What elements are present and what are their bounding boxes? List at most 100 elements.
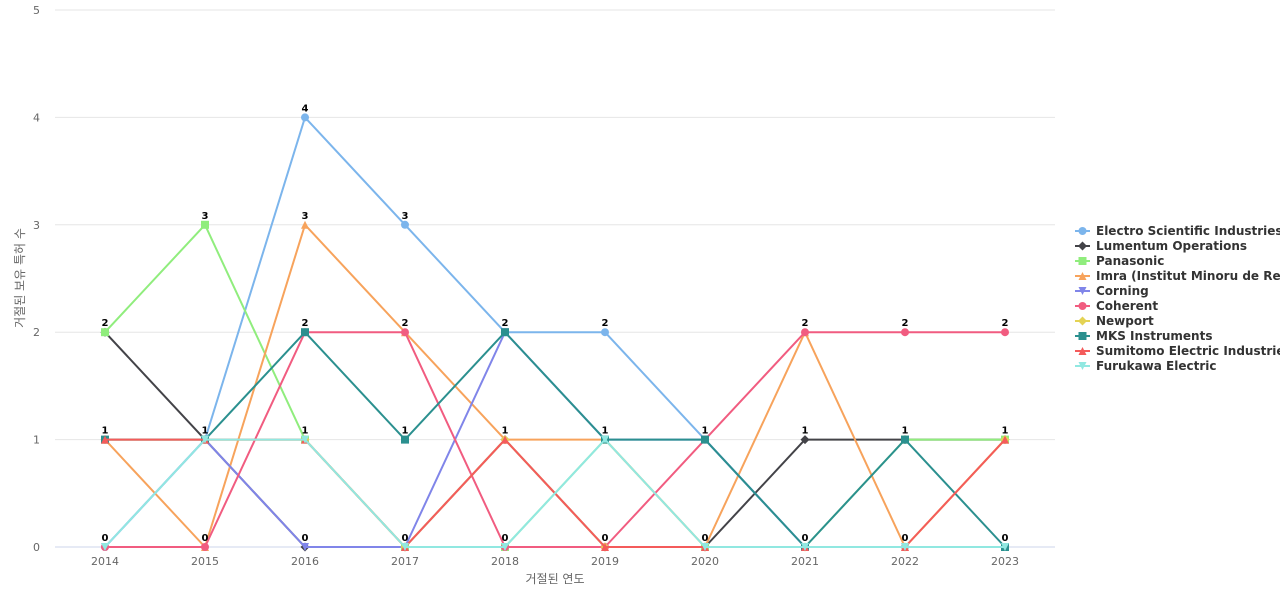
legend-label: Lumentum Operations: [1096, 239, 1247, 253]
legend-item[interactable]: Sumitomo Electric Industries: [1075, 344, 1280, 358]
series-line: [104, 438, 1005, 548]
data-label: 1: [302, 426, 309, 437]
data-point: [601, 435, 609, 444]
data-label: 2: [1002, 318, 1009, 329]
legend-item[interactable]: MKS Instruments: [1075, 329, 1212, 343]
data-point: [1001, 328, 1009, 337]
data-label: 3: [402, 211, 409, 222]
data-point: [801, 328, 809, 337]
data-point: [301, 220, 309, 229]
legend-marker: [1078, 362, 1087, 370]
data-label: 1: [102, 426, 109, 437]
data-label: 1: [802, 426, 809, 437]
data-point: [701, 435, 709, 444]
legend-marker: [1078, 302, 1087, 310]
x-tick-label: 2020: [691, 555, 719, 568]
data-label: 0: [802, 533, 809, 544]
data-point: [801, 543, 809, 551]
data-point: [101, 328, 109, 337]
data-point: [101, 543, 109, 551]
data-point: [701, 543, 709, 551]
legend-marker: [1078, 227, 1087, 235]
data-label: 1: [202, 426, 209, 437]
data-point: [501, 328, 509, 337]
x-tick-label: 2018: [491, 555, 519, 568]
data-label: 1: [402, 426, 409, 437]
data-point: [201, 220, 209, 229]
legend-label: Sumitomo Electric Industries: [1096, 344, 1280, 358]
data-label: 0: [902, 533, 909, 544]
legend-item[interactable]: Electro Scientific Industries: [1075, 224, 1280, 238]
x-tick-label: 2014: [91, 555, 119, 568]
y-tick-label: 5: [33, 4, 40, 17]
data-label: 1: [1002, 426, 1009, 437]
data-point: [1001, 435, 1009, 444]
series-line: [105, 331, 1006, 548]
data-point: [101, 435, 109, 444]
data-point: [501, 543, 509, 551]
data-label: 3: [202, 211, 209, 222]
data-point: [301, 435, 309, 444]
legend-label: Imra (Institut Minoru de Re...: [1096, 269, 1280, 283]
legend-label: MKS Instruments: [1096, 329, 1212, 343]
data-label: 2: [102, 318, 109, 329]
data-point: [1001, 543, 1009, 551]
legend-marker: [1078, 316, 1087, 326]
data-point: [301, 543, 309, 551]
legend-marker: [1078, 272, 1087, 280]
grid-layer: [55, 9, 1055, 548]
x-tick-label: 2016: [291, 555, 319, 568]
data-label: 2: [602, 318, 609, 329]
data-label: 0: [702, 533, 709, 544]
y-axis-ticks: 0 1 2 3 4 5: [33, 4, 40, 554]
legend-item[interactable]: Furukawa Electric: [1075, 359, 1217, 373]
legend-item[interactable]: Lumentum Operations: [1075, 239, 1247, 253]
data-point: [601, 328, 609, 337]
data-point: [201, 435, 209, 444]
y-tick-label: 2: [33, 326, 40, 339]
data-point: [301, 113, 309, 122]
data-label: 0: [502, 533, 509, 544]
data-label: 2: [802, 318, 809, 329]
legend-marker: [1078, 347, 1087, 355]
data-label: 0: [202, 533, 209, 544]
x-tick-label: 2015: [191, 555, 219, 568]
data-point: [901, 435, 909, 444]
data-point: [800, 435, 810, 445]
data-point: [601, 543, 609, 551]
data-label: 2: [302, 318, 309, 329]
data-point: [401, 328, 409, 337]
legend-item[interactable]: Corning: [1075, 284, 1149, 298]
y-tick-label: 3: [33, 219, 40, 232]
data-label: 0: [302, 533, 309, 544]
data-label: 1: [702, 426, 709, 437]
legend-marker: [1078, 257, 1087, 265]
legend-item[interactable]: Newport: [1075, 314, 1154, 328]
y-tick-label: 1: [33, 434, 40, 447]
data-label: 2: [902, 318, 909, 329]
data-point: [901, 328, 909, 337]
legend-item[interactable]: Panasonic: [1075, 254, 1164, 268]
data-labels-layer: 2 1 0 3 1 0 4 3 2 1 0 3 2 1 0 2 1 0 2 1 0 1 0 2 1 0 2 1 0 2 1 0: [102, 103, 1009, 544]
data-point: [201, 543, 209, 551]
legend-label: Panasonic: [1096, 254, 1164, 268]
x-tick-label: 2021: [791, 555, 819, 568]
data-point: [401, 435, 409, 444]
series-layer: [100, 113, 1010, 552]
data-label: 2: [402, 318, 409, 329]
x-tick-label: 2023: [991, 555, 1019, 568]
data-point: [301, 328, 309, 337]
data-point: [401, 220, 409, 229]
legend-item[interactable]: Imra (Institut Minoru de Re...: [1075, 269, 1280, 283]
legend-label: Corning: [1096, 284, 1149, 298]
x-tick-label: 2019: [591, 555, 619, 568]
data-label: 1: [602, 426, 609, 437]
data-label: 1: [902, 426, 909, 437]
legend-label: Electro Scientific Industries: [1096, 224, 1280, 238]
legend-item[interactable]: Coherent: [1075, 299, 1158, 313]
data-label: 1: [502, 426, 509, 437]
x-axis-ticks: 2014 2015 2016 2017 2018 2019 2020 2021 2022 2023: [91, 555, 1019, 568]
